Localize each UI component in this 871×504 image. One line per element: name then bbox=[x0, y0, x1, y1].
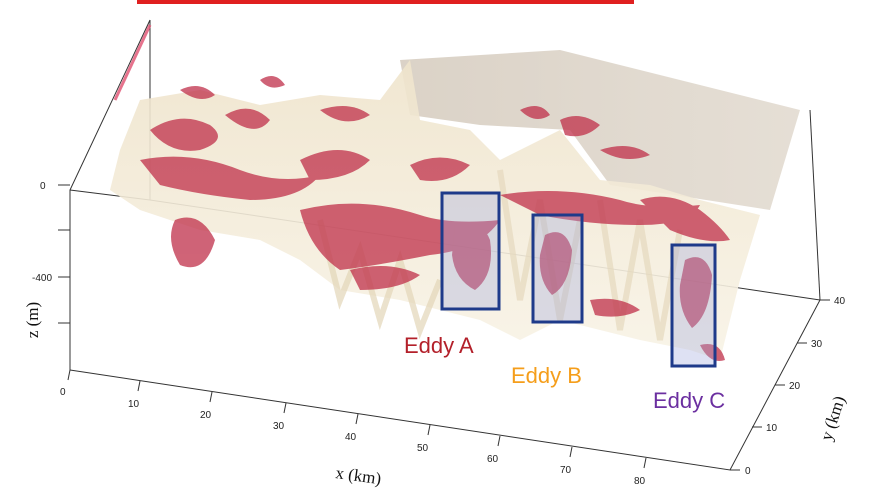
x-tick-0: 0 bbox=[60, 387, 66, 398]
eddy-a-label: Eddy A bbox=[404, 333, 474, 358]
y-axis: 0 10 20 30 40 y (km) bbox=[730, 296, 849, 477]
y-tick-0: 0 bbox=[745, 466, 751, 477]
z-axis: 0 -400 z (m) bbox=[23, 181, 70, 338]
x-tick-70: 70 bbox=[560, 465, 572, 476]
x-tick-30: 30 bbox=[273, 421, 285, 432]
x-tick-80: 80 bbox=[634, 476, 646, 487]
eddy-a-box bbox=[440, 191, 501, 311]
eddy-c-box bbox=[670, 243, 717, 368]
y-tick-40: 40 bbox=[834, 296, 846, 307]
y-tick-30: 30 bbox=[811, 339, 823, 350]
y-tick-10: 10 bbox=[766, 423, 778, 434]
z-axis-title: z (m) bbox=[23, 302, 42, 338]
x-tick-10: 10 bbox=[128, 399, 140, 410]
x-tick-50: 50 bbox=[417, 443, 429, 454]
x-axis-title: x (km) bbox=[334, 463, 382, 488]
x-tick-40: 40 bbox=[345, 432, 357, 443]
x-tick-60: 60 bbox=[487, 454, 499, 465]
pink-streak bbox=[113, 24, 152, 101]
z-tick-400: -400 bbox=[32, 273, 52, 284]
isosurface-blobs bbox=[140, 76, 730, 361]
z-tick-0: 0 bbox=[40, 181, 46, 192]
y-tick-20: 20 bbox=[789, 381, 801, 392]
eddy-c-label: Eddy C bbox=[653, 388, 725, 413]
top-red-bar bbox=[137, 0, 634, 4]
eddy-b-box bbox=[531, 213, 584, 324]
y-axis-title: y (km) bbox=[817, 394, 849, 443]
top-plane bbox=[400, 50, 800, 210]
x-tick-20: 20 bbox=[200, 410, 212, 421]
eddy-b-label: Eddy B bbox=[511, 363, 582, 388]
